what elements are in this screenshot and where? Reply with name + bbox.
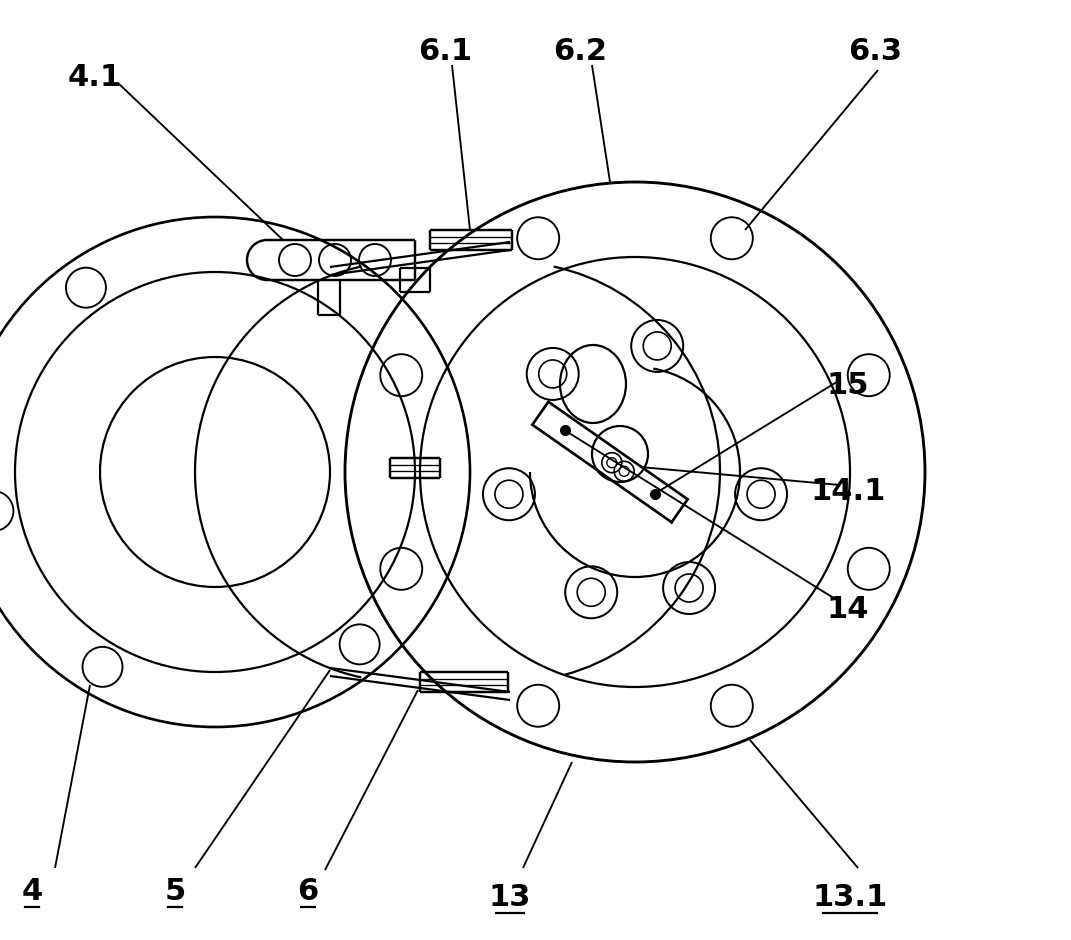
Text: 6.1: 6.1: [418, 38, 472, 67]
Text: 6.3: 6.3: [848, 38, 902, 67]
Text: 6.2: 6.2: [553, 38, 607, 67]
Text: 14: 14: [827, 596, 870, 624]
Text: 4.1: 4.1: [67, 64, 122, 92]
Text: 5: 5: [164, 878, 185, 906]
Text: 14.1: 14.1: [811, 478, 886, 507]
Text: 15: 15: [827, 370, 870, 400]
Text: 13.1: 13.1: [813, 884, 888, 913]
Text: 6: 6: [298, 878, 319, 906]
Text: 4: 4: [21, 878, 43, 906]
Text: 13: 13: [488, 884, 531, 913]
Polygon shape: [532, 401, 688, 523]
